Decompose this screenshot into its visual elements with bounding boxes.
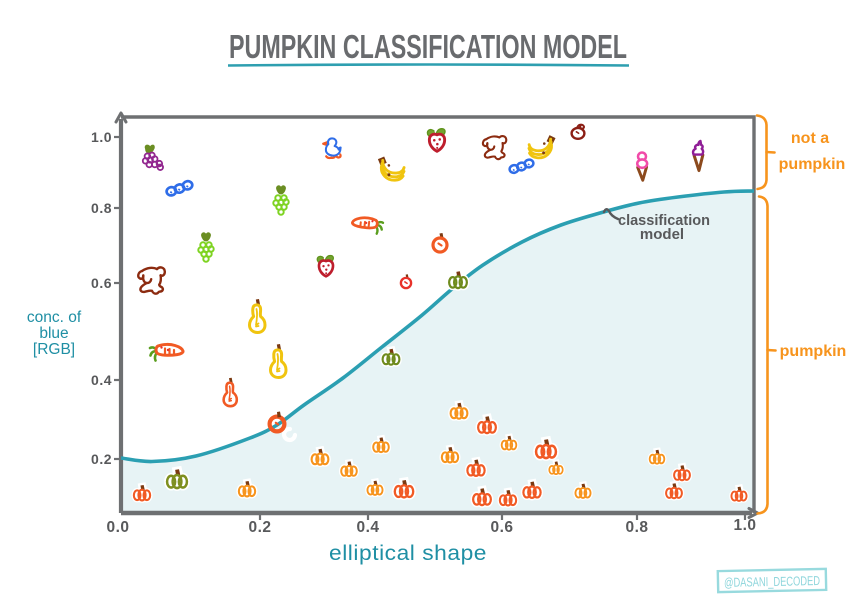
- svg-text:PUMPKIN CLASSIFICATION MODEL: PUMPKIN CLASSIFICATION MODEL: [229, 28, 627, 65]
- svg-text:0.8: 0.8: [625, 519, 648, 536]
- svg-text:0.4: 0.4: [91, 372, 112, 388]
- svg-text:0.6: 0.6: [490, 519, 513, 536]
- svg-text:pumpkin: pumpkin: [779, 156, 846, 173]
- svg-text:blue: blue: [39, 325, 68, 342]
- svg-text:[RGB]: [RGB]: [33, 341, 75, 358]
- svg-text:0.8: 0.8: [91, 200, 112, 216]
- svg-text:1.0: 1.0: [91, 129, 112, 145]
- svg-text:classification: classification: [618, 212, 710, 229]
- svg-text:pumpkin: pumpkin: [780, 343, 847, 360]
- svg-text:elliptical shape: elliptical shape: [329, 542, 487, 565]
- svg-text:model: model: [640, 226, 684, 243]
- svg-text:0.0: 0.0: [106, 519, 129, 536]
- svg-text:0.4: 0.4: [356, 519, 379, 536]
- svg-text:not a: not a: [791, 130, 829, 147]
- svg-text:1.0: 1.0: [733, 517, 756, 534]
- svg-text:@DASANI_DECODED: @DASANI_DECODED: [724, 573, 820, 590]
- svg-text:conc. of: conc. of: [27, 309, 82, 326]
- svg-text:0.2: 0.2: [91, 451, 112, 467]
- svg-text:0.6: 0.6: [91, 275, 112, 291]
- svg-text:0.2: 0.2: [248, 519, 271, 536]
